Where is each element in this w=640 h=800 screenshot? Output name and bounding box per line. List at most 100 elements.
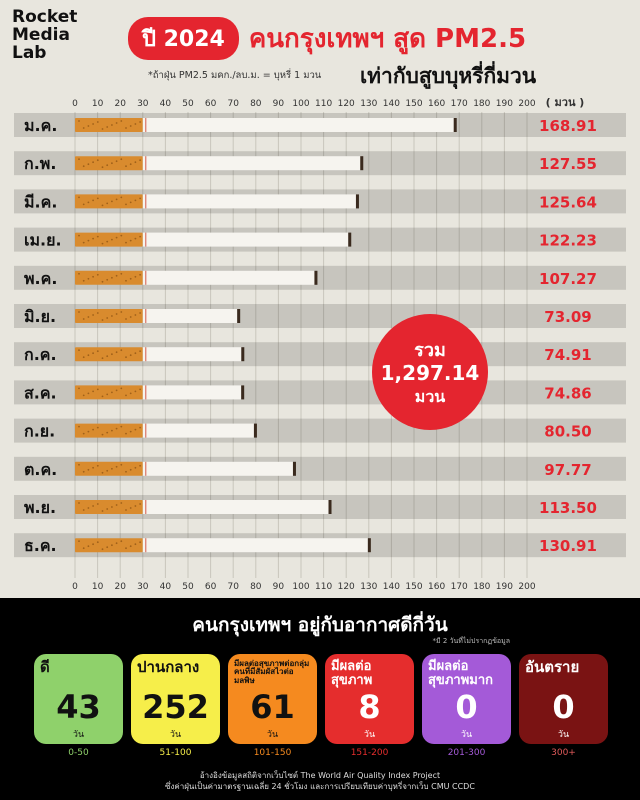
filter-speck: [82, 356, 85, 359]
brand-line-3: Lab: [12, 43, 47, 63]
month-label: ม.ค.: [24, 116, 57, 135]
bar-cigarette: [75, 156, 364, 171]
filter-speck: [82, 279, 85, 282]
filter-speck: [120, 425, 123, 428]
cigarette-ash: [237, 309, 241, 323]
aqi-card: มีผลต่อสุขภาพ 8 วัน 151-200: [325, 654, 414, 758]
filter-speck: [134, 275, 137, 278]
filter-speck: [125, 241, 127, 244]
filter-speck: [78, 540, 80, 543]
filter-speck: [111, 353, 113, 356]
filter-speck: [101, 510, 104, 512]
filter-speck: [101, 128, 104, 130]
x-tick-label-top: 120: [338, 99, 355, 109]
value-label: 113.50: [539, 499, 597, 517]
x-tick-label-top: 70: [227, 99, 239, 109]
cigarette-filter: [75, 423, 143, 438]
value-label: 73.09: [544, 308, 591, 326]
filter-speck: [111, 162, 113, 165]
month-label: ก.ค.: [24, 345, 57, 364]
filter-speck: [115, 274, 118, 277]
conversion-note: *ถ้าฝุ่น PM2.5 มคก./ลบ.ม. = บุหรี่ 1 มวน: [148, 70, 322, 81]
bar-cigarette: [75, 347, 245, 362]
filter-speck: [111, 391, 113, 394]
x-tick-label-top: 190: [496, 99, 513, 109]
filter-speck: [78, 425, 80, 428]
x-tick-label-top: 0: [72, 99, 78, 109]
month-label: มี.ค.: [24, 192, 57, 211]
month-label: ธ.ค.: [24, 536, 57, 555]
filter-speck: [129, 430, 132, 433]
filter-speck: [125, 394, 127, 397]
total-label-bottom: มวน: [415, 387, 446, 406]
aqi-card: ดี 43 วัน 0-50: [34, 654, 123, 758]
value-label: 97.77: [544, 461, 591, 479]
value-label: 127.55: [539, 155, 597, 173]
filter-speck: [92, 352, 94, 355]
total-value: 1,297.14: [381, 361, 480, 385]
filter-speck: [96, 197, 99, 200]
filter-speck: [87, 354, 90, 357]
filter-speck: [129, 239, 132, 242]
x-tick-label-bottom: 60: [205, 582, 217, 592]
filter-speck: [96, 464, 99, 467]
aqi-card: อันตราย 0 วัน 300+: [519, 654, 608, 758]
cigarette-paper: [142, 385, 242, 400]
filter-speck: [106, 393, 109, 396]
value-label: 107.27: [539, 270, 597, 288]
cigarette-paper: [142, 423, 254, 438]
cigarette-paper: [142, 270, 315, 285]
filter-speck: [125, 547, 127, 550]
air-quality-title: คนกรุงเทพฯ อยู่กับอากาศดีกี่วัน: [192, 614, 448, 636]
air-quality-section: คนกรุงเทพฯ อยู่กับอากาศดีกี่วัน *มี 2 วั…: [0, 598, 640, 800]
cigarette-filter: [75, 385, 143, 400]
filter-speck: [106, 278, 109, 281]
filter-speck: [139, 541, 142, 544]
filter-speck: [87, 392, 90, 395]
filter-speck: [78, 272, 80, 275]
aqi-card-days: 0: [552, 688, 575, 726]
filter-speck: [139, 159, 142, 162]
filter-speck: [115, 160, 118, 163]
cigarette-paper: [142, 309, 238, 323]
filter-speck: [96, 159, 99, 162]
filter-speck: [92, 543, 94, 546]
filter-speck: [115, 504, 118, 506]
cigarette-filter: [75, 118, 143, 132]
filter-speck: [134, 314, 137, 316]
bar-cigarette: [75, 270, 318, 285]
filter-speck: [134, 237, 137, 240]
filter-speck: [92, 505, 94, 507]
filter-speck: [96, 235, 99, 238]
aqi-card: มีผลต่อสุขภาพต่อกลุ่มคนที่มีสัมผัสไวต่อม…: [228, 654, 317, 758]
x-tick-label-bottom: 30: [137, 582, 149, 592]
aqi-card-label: มีผลต่อสุขภาพต่อกลุ่มคนที่มีสัมผัสไวต่อม…: [234, 659, 310, 685]
aqi-card-label: ปานกลาง: [137, 658, 200, 676]
filter-speck: [101, 280, 104, 283]
x-tick-label-bottom: 0: [72, 582, 78, 592]
bar-cigarette: [75, 232, 352, 247]
x-tick-label-bottom: 170: [451, 582, 468, 592]
filter-speck: [78, 349, 80, 352]
filter-speck: [78, 311, 80, 313]
filter-speck: [111, 467, 113, 470]
filter-speck: [125, 432, 127, 435]
aqi-card-label: ดี: [40, 658, 50, 676]
x-tick-label-bottom: 50: [182, 582, 194, 592]
filter-speck: [96, 312, 99, 314]
filter-speck: [115, 313, 118, 315]
filter-speck: [111, 429, 113, 432]
filter-speck: [134, 466, 137, 469]
x-tick-label-top: 150: [405, 99, 422, 109]
month-label: ก.ย.: [24, 422, 55, 441]
month-label: พ.ย.: [24, 498, 56, 517]
filter-speck: [92, 199, 94, 202]
value-label: 168.91: [539, 117, 597, 135]
cigarette-filter: [75, 270, 143, 285]
filter-speck: [87, 468, 90, 471]
cigarette-paper: [142, 118, 454, 132]
cigarette-paper: [142, 232, 349, 247]
filter-speck: [125, 318, 127, 320]
filter-speck: [78, 234, 80, 237]
x-tick-label-bottom: 180: [473, 582, 490, 592]
